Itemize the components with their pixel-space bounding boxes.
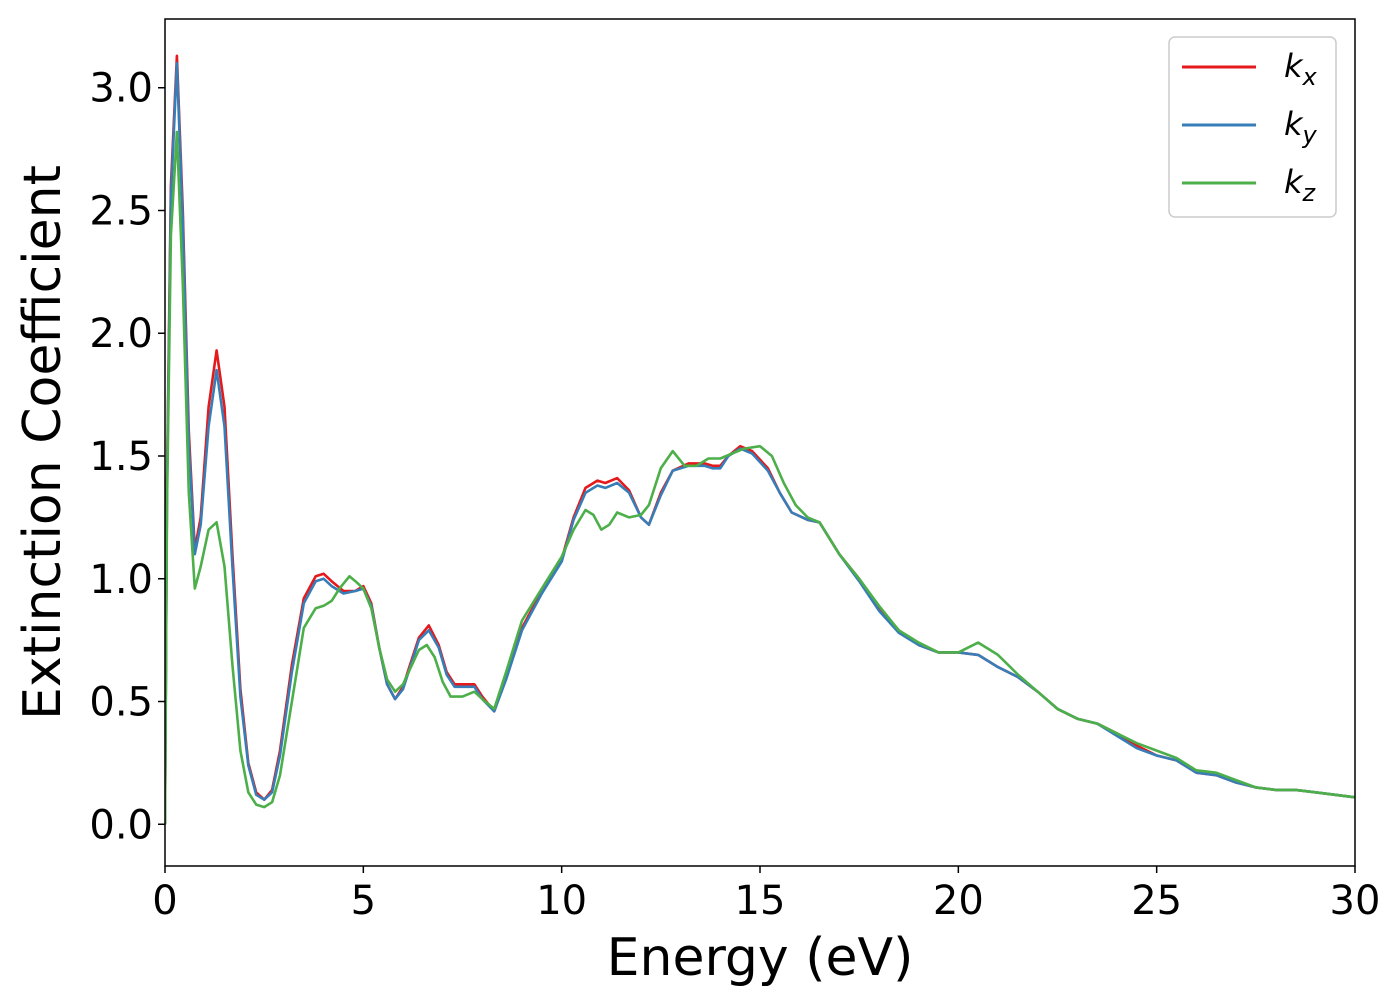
- x-tick-label: 5: [351, 878, 376, 924]
- legend-label-kz: kz: [1284, 163, 1317, 207]
- y-axis-ticks: 0.0 0.5 1.0 1.5 2.0 2.5 3.0: [89, 66, 165, 848]
- x-tick-label: 25: [1131, 878, 1182, 924]
- x-axis-ticks: 0 5 10 15 20 25 30: [152, 866, 1380, 924]
- y-tick-label: 0.0: [89, 802, 153, 848]
- y-axis-title: Extinction Coefficient: [13, 165, 73, 720]
- y-tick-label: 2.5: [89, 188, 153, 234]
- x-tick-label: 30: [1330, 878, 1381, 924]
- legend: kx ky kz: [1168, 36, 1337, 218]
- y-tick-label: 2.0: [89, 311, 153, 357]
- legend-label-ky: ky: [1284, 105, 1318, 149]
- x-tick-label: 15: [735, 878, 786, 924]
- series-line-kz: [165, 130, 1355, 825]
- y-tick-label: 3.0: [89, 66, 153, 112]
- x-tick-label: 0: [152, 878, 177, 924]
- x-tick-label: 10: [536, 878, 587, 924]
- x-tick-label: 20: [933, 878, 984, 924]
- x-axis-title: Energy (eV): [607, 928, 914, 988]
- y-tick-label: 1.5: [89, 434, 153, 480]
- legend-label-kx: kx: [1284, 47, 1318, 91]
- series-layer: [165, 54, 1355, 825]
- legend-box: [1168, 36, 1337, 218]
- y-tick-label: 1.0: [89, 557, 153, 603]
- y-tick-label: 0.5: [89, 680, 153, 726]
